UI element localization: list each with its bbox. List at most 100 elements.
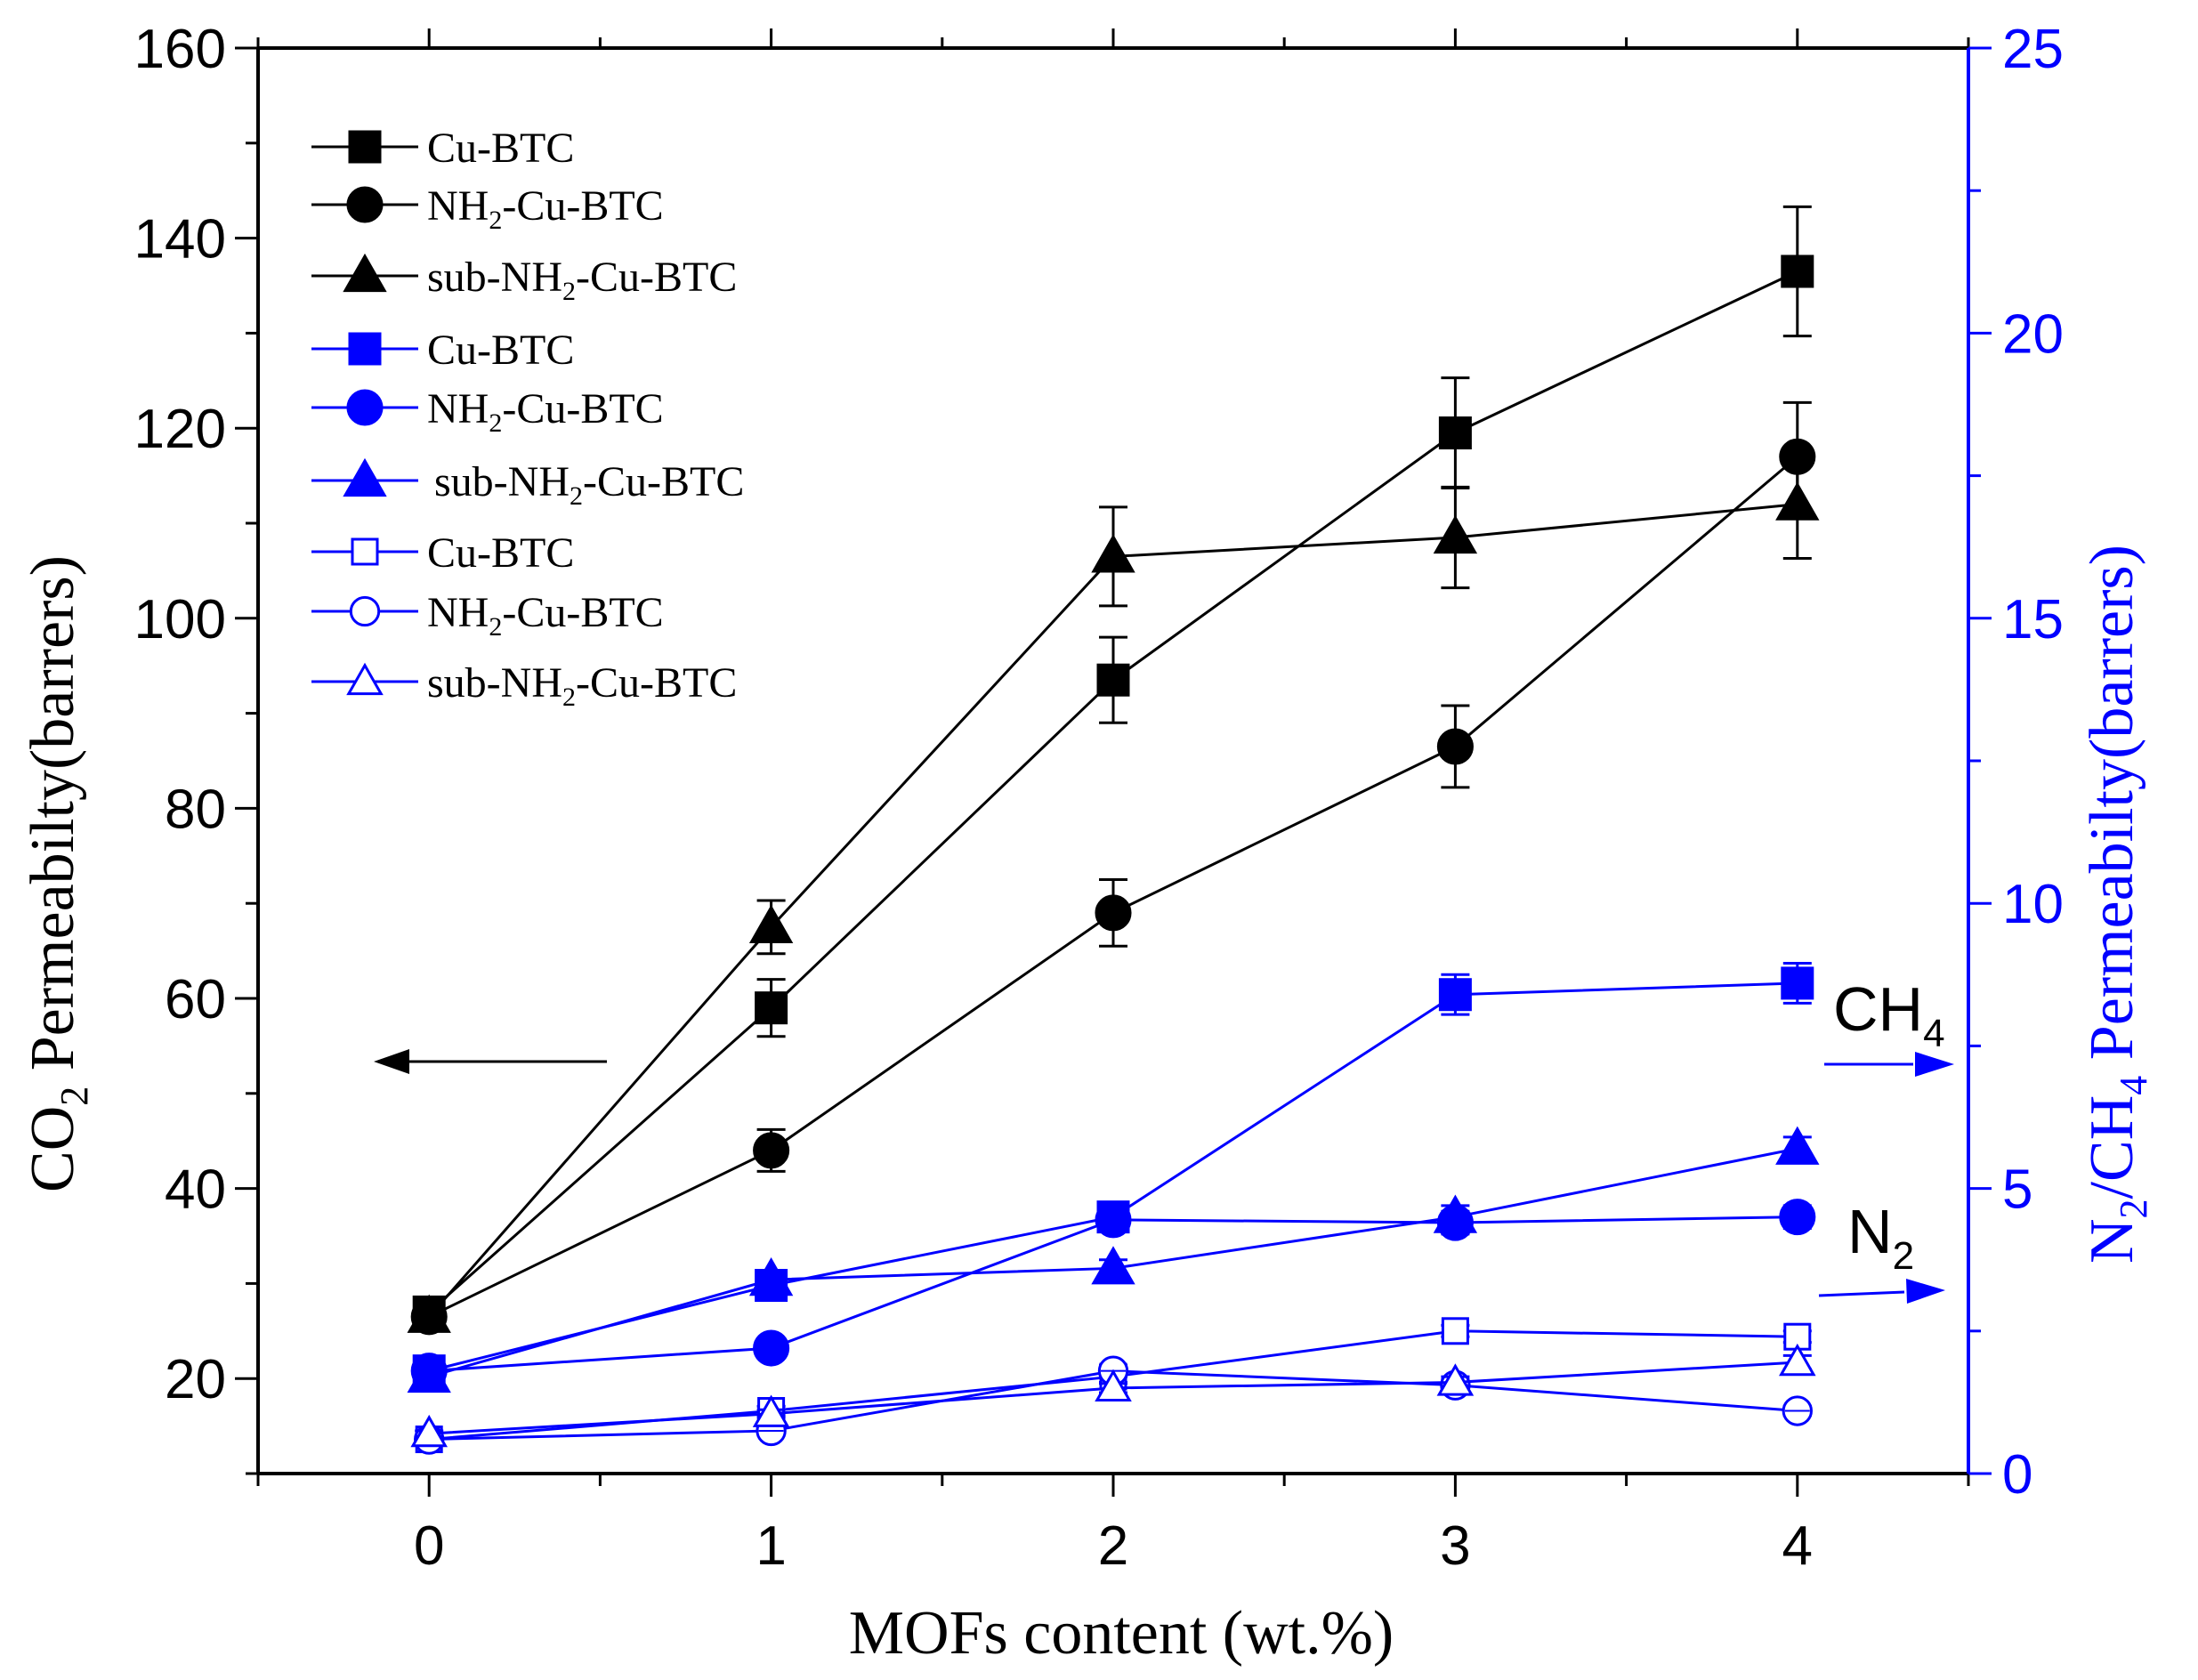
- series-ch4-sub-nh2-cu-btc: [407, 1126, 1820, 1393]
- y-axis-label-left-prefix: CO: [19, 1106, 87, 1192]
- y-left-tick-label: 40: [165, 1159, 226, 1221]
- y-right-tick-label: 15: [2002, 589, 2064, 650]
- y-right-tick-label: 20: [2002, 303, 2064, 365]
- y-right-tick-label: 5: [2002, 1159, 2032, 1221]
- legend-marker: [346, 186, 384, 223]
- legend-item: NH2-Cu-BTC: [311, 182, 664, 235]
- x-tick-label: 0: [414, 1515, 444, 1577]
- legend-item: sub-NH2-Cu-BTC: [311, 253, 737, 306]
- legend-label-sub: 2: [570, 481, 583, 511]
- data-point: [1436, 1363, 1475, 1396]
- legend-item: Cu-BTC: [311, 529, 574, 577]
- n2-arrow-head: [1906, 1279, 1945, 1304]
- data-point: [407, 1353, 451, 1393]
- y-axis-label-left-sub: 2: [53, 1086, 96, 1106]
- data-point: [410, 1414, 448, 1448]
- ch4-annotation-sub: 4: [1923, 1012, 1944, 1055]
- n2-annotation-sub: 2: [1893, 1234, 1914, 1278]
- legend-label-main: NH: [427, 385, 489, 432]
- data-point: [1091, 534, 1135, 573]
- y-axis-label-right: N2/CH4 Permeabilty(barrers): [2078, 545, 2155, 1264]
- data-point: [752, 1394, 790, 1427]
- legend-label: sub-NH2-Cu-BTC: [434, 458, 744, 511]
- data-point: [748, 1257, 794, 1296]
- x-tick-label: 1: [756, 1515, 786, 1577]
- ch4-annotation-label: CH4: [1833, 974, 1945, 1055]
- data-point: [407, 1294, 451, 1333]
- legend-label: NH2-Cu-BTC: [427, 182, 664, 235]
- data-point: [1091, 1246, 1135, 1285]
- data-point: [1781, 966, 1814, 1000]
- legend-label-sub: 2: [562, 682, 576, 712]
- data-point: [748, 904, 794, 943]
- legend-item: NH2-Cu-BTC: [311, 589, 664, 642]
- series-layer: [407, 205, 1820, 1455]
- data-point: [1438, 978, 1472, 1012]
- y-right-tick-label: 25: [2002, 19, 2064, 80]
- n2-annotation-text: N: [1847, 1197, 1893, 1266]
- data-point: [1441, 1317, 1469, 1345]
- legend-label-main: sub-NH: [434, 458, 570, 505]
- legend-label-sub: 2: [489, 612, 502, 642]
- y-left-tick-label: 160: [134, 19, 226, 80]
- data-point: [1779, 1199, 1816, 1236]
- data-point: [1775, 481, 1820, 521]
- legend-marker: [348, 332, 382, 366]
- data-point: [1095, 1369, 1132, 1402]
- ch4-annotation: CH4: [1824, 974, 1954, 1077]
- legend-label-main: Cu-BTC: [427, 529, 574, 577]
- legend-marker: [348, 130, 382, 164]
- legend-item: sub-NH2-Cu-BTC: [311, 659, 737, 712]
- y-axis-label-right-a: N: [2078, 1218, 2146, 1264]
- data-point: [1433, 514, 1478, 554]
- legend-marker: [343, 457, 387, 497]
- data-point: [1096, 663, 1130, 697]
- y-left-tick-label: 60: [165, 969, 226, 1030]
- left-axis-arrow-head: [374, 1049, 409, 1074]
- series-co2-cu-btc: [412, 205, 1814, 1329]
- legend-marker: [346, 662, 384, 696]
- ch4-annotation-text: CH: [1833, 974, 1923, 1044]
- y-left-tick-label: 120: [134, 399, 226, 460]
- legend-marker: [349, 595, 381, 627]
- y-left-tick-label: 80: [165, 779, 226, 840]
- series-n2-sub-nh2-cu-btc: [410, 1343, 1816, 1448]
- legend-label-sub: 2: [489, 206, 502, 235]
- data-point: [753, 1329, 790, 1367]
- legend-label-main: sub-NH: [427, 659, 562, 707]
- data-point: [1781, 254, 1814, 288]
- legend-label-rest: -Cu-BTC: [576, 659, 737, 707]
- legend-label: Cu-BTC: [427, 529, 574, 577]
- n2-annotation: N2: [1818, 1197, 1945, 1304]
- data-point: [1095, 1201, 1132, 1239]
- x-tick-label: 4: [1782, 1515, 1813, 1577]
- series-line: [429, 1216, 1798, 1373]
- legend-label-rest: -Cu-BTC: [502, 385, 663, 432]
- legend-marker: [343, 253, 387, 293]
- legend-label-main: NH: [427, 182, 489, 230]
- data-point: [755, 991, 788, 1025]
- legend-label-sub: 2: [562, 277, 576, 306]
- legend-item: Cu-BTC: [311, 125, 574, 172]
- legend-item: sub-NH2-Cu-BTC: [311, 457, 744, 511]
- legend-label-rest: -Cu-BTC: [583, 458, 744, 505]
- legend-label: Cu-BTC: [427, 327, 574, 374]
- legend-label: sub-NH2-Cu-BTC: [427, 659, 737, 712]
- legend-item: NH2-Cu-BTC: [311, 385, 664, 438]
- y-axis-label-left-suffix: Permeabilty(barrers): [19, 555, 87, 1086]
- y-axis-label-right-sub1: 2: [2112, 1199, 2155, 1218]
- n2-annotation-label: N2: [1847, 1197, 1914, 1278]
- legend-label: sub-NH2-Cu-BTC: [427, 254, 737, 306]
- legend-label-rest: -Cu-BTC: [502, 182, 663, 230]
- data-point: [753, 1132, 790, 1169]
- y-left-tick-label: 20: [165, 1349, 226, 1410]
- series-co2-sub-nh2-cu-btc: [407, 448, 1820, 1333]
- data-point: [1438, 416, 1472, 450]
- legend: Cu-BTCNH2-Cu-BTCsub-NH2-Cu-BTCCu-BTCNH2-…: [311, 125, 744, 712]
- ch4-arrow-head: [1915, 1052, 1954, 1077]
- y-left-tick-label: 100: [134, 589, 226, 650]
- data-point: [1095, 894, 1132, 932]
- data-point: [1779, 1343, 1816, 1377]
- y-axis-label-left: CO2 Permeabilty(barrers): [19, 555, 96, 1192]
